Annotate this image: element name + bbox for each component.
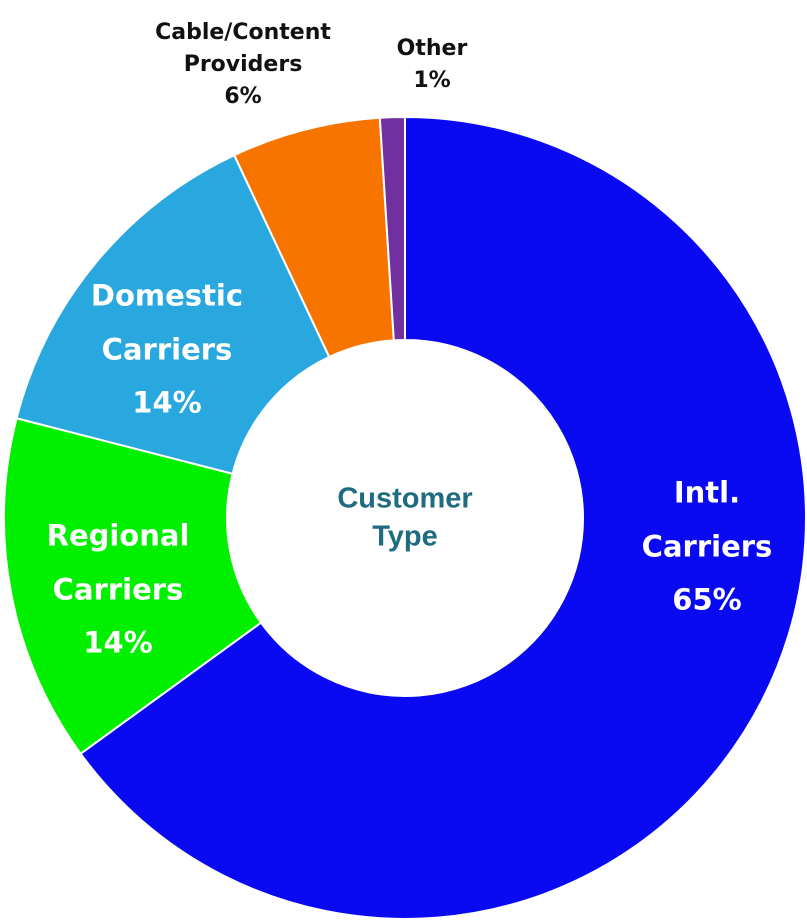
value-label: 14% <box>132 385 202 420</box>
slice-label: Cable/Content Providers 6% <box>123 17 363 113</box>
slice-label: Regional Carriers 14% <box>31 510 206 671</box>
slice-label: Other 1% <box>387 33 477 97</box>
donut-slice <box>79 115 807 920</box>
category-label: Other <box>396 36 468 62</box>
slice-label: Intl. Carriers 65% <box>632 467 782 628</box>
category-label: Intl. Carriers <box>641 475 773 564</box>
value-label: 14% <box>83 625 153 660</box>
category-label: Domestic Carriers <box>90 278 244 367</box>
category-label: Cable/Content Providers <box>155 20 331 78</box>
value-label: 6% <box>224 83 262 109</box>
value-label: 65% <box>672 582 742 617</box>
center-text: Customer Type <box>337 482 473 552</box>
donut-slice <box>15 153 331 475</box>
category-label: Regional Carriers <box>46 518 190 607</box>
value-label: 1% <box>413 68 451 93</box>
donut-slice <box>3 417 263 756</box>
donut-slice <box>378 115 406 342</box>
slice-label: Domestic Carriers 14% <box>80 270 255 431</box>
